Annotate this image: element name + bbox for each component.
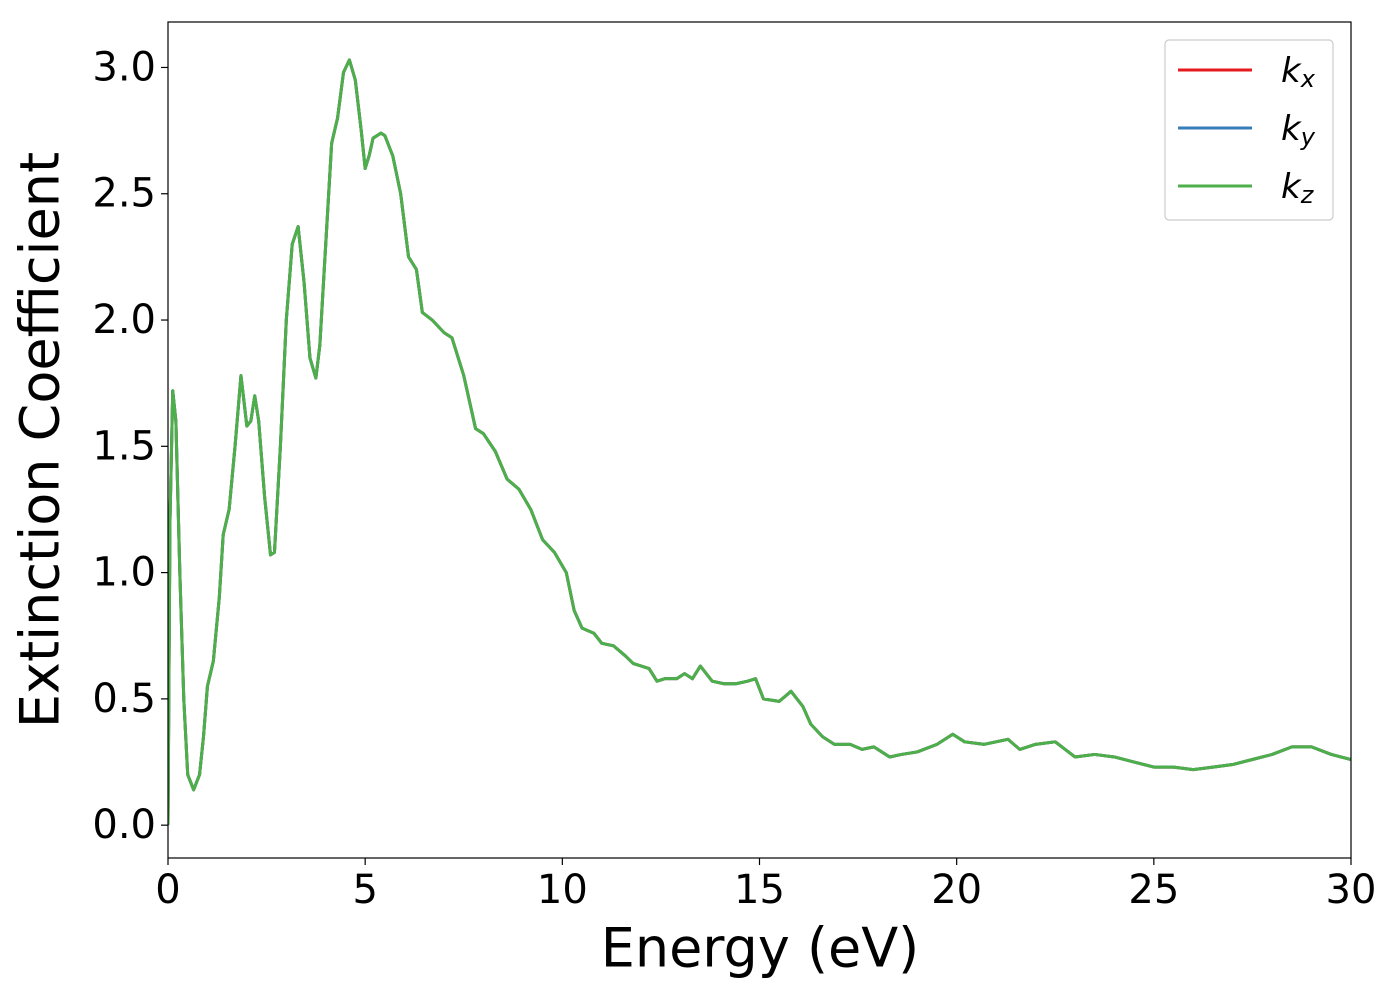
- data-line: [168, 58, 1351, 826]
- legend-label: kx: [1281, 51, 1316, 94]
- plot: [168, 58, 1351, 826]
- y-tick-label: 0.0: [92, 802, 156, 848]
- y-tick-label: 2.5: [92, 171, 156, 217]
- y-tick-label: 0.5: [92, 676, 156, 722]
- x-tick-label: 10: [537, 867, 588, 913]
- legend-box: [1164, 39, 1334, 221]
- y-tick-label: 3.0: [92, 44, 156, 90]
- x-tick-label: 15: [734, 867, 785, 913]
- x-tick-label: 25: [1128, 867, 1179, 913]
- y-axis-label: Extinction Coefficient: [9, 152, 72, 728]
- legend-label: ky: [1281, 109, 1316, 152]
- y-tick-label: 2.0: [92, 297, 156, 343]
- x-axis-label: Energy (eV): [601, 917, 920, 980]
- x-tick-label: 0: [155, 867, 180, 913]
- x-tick-label: 5: [352, 867, 377, 913]
- x-tick-label: 20: [931, 867, 982, 913]
- x-tick-label: 30: [1326, 867, 1377, 913]
- y-tick-label: 1.0: [92, 550, 156, 596]
- legend-label: kz: [1281, 167, 1315, 210]
- y-tick-label: 1.5: [92, 423, 156, 469]
